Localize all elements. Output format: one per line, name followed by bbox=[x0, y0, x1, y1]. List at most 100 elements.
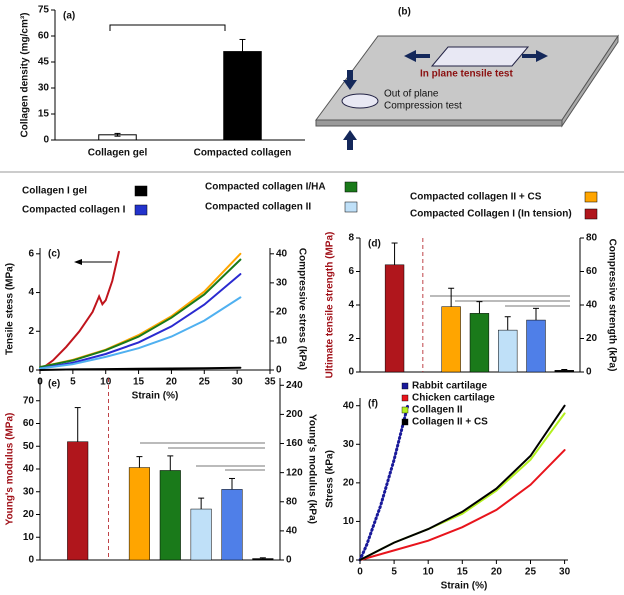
y2-tick-label: 0 bbox=[286, 555, 292, 566]
y-tick-label: 8 bbox=[348, 233, 354, 244]
legend-label: Compacted collagen II + CS bbox=[410, 192, 542, 203]
panel-label: (c) bbox=[48, 249, 60, 260]
legend-label: Compacted collagen I/HA bbox=[205, 182, 326, 193]
y-tick-label: 0 bbox=[28, 365, 34, 376]
x-tick-label: 20 bbox=[491, 567, 503, 578]
x-tick-label: Collagen gel bbox=[88, 148, 148, 159]
bar bbox=[223, 51, 262, 141]
plate-edge bbox=[315, 119, 563, 127]
legend-swatch bbox=[401, 382, 409, 390]
y-tick-label: 2 bbox=[348, 333, 354, 344]
x-tick-label: 10 bbox=[423, 567, 435, 578]
bar bbox=[159, 470, 181, 561]
legend-swatch bbox=[401, 418, 409, 426]
panel-label: (a) bbox=[63, 11, 75, 22]
line bbox=[39, 252, 242, 369]
y-tick-label: 0 bbox=[348, 555, 354, 566]
y-tick-label: 6 bbox=[28, 248, 34, 259]
plate-side bbox=[561, 34, 619, 128]
bar bbox=[67, 441, 89, 561]
y-tick-label: 30 bbox=[38, 83, 50, 94]
bar bbox=[526, 319, 546, 373]
y-tick-label: 4 bbox=[348, 300, 354, 311]
line bbox=[358, 404, 410, 562]
legend-label: Collagen II + CS bbox=[412, 417, 488, 428]
x-tick-label: 30 bbox=[232, 377, 244, 388]
y2-axis-title: Young's modulus (kPa) bbox=[306, 414, 317, 524]
legend-swatch bbox=[134, 185, 148, 197]
arrow bbox=[343, 130, 357, 150]
y2-tick-label: 0 bbox=[586, 367, 592, 378]
y-tick-label: 20 bbox=[23, 509, 35, 520]
legend-swatch bbox=[584, 191, 598, 203]
x-tick-label: 15 bbox=[457, 567, 469, 578]
line bbox=[39, 273, 242, 370]
line bbox=[359, 449, 566, 561]
y2-tick-label: 0 bbox=[276, 365, 282, 376]
x-tick-label: 10 bbox=[100, 377, 112, 388]
y2-tick-label: 40 bbox=[586, 300, 598, 311]
legend-swatch bbox=[584, 208, 598, 220]
annotation-arrowhead bbox=[74, 259, 82, 265]
y-tick-label: 60 bbox=[38, 31, 50, 42]
y-axis-title: Ultimate tensile strength (MPa) bbox=[325, 232, 336, 379]
x-tick-label: 35 bbox=[264, 377, 276, 388]
y-tick-label: 75 bbox=[38, 5, 50, 16]
arrow bbox=[404, 50, 430, 62]
legend-label: Collagen I gel bbox=[22, 186, 87, 197]
y-tick-label: 30 bbox=[23, 486, 35, 497]
line bbox=[39, 366, 242, 371]
legend-label: Compacted collagen I bbox=[22, 205, 126, 216]
line bbox=[359, 404, 566, 561]
x-tick-label: 20 bbox=[166, 377, 178, 388]
y-tick-label: 10 bbox=[343, 516, 355, 527]
y-axis-title: Tensile stess (MPa) bbox=[5, 263, 16, 355]
y-tick-label: 45 bbox=[38, 57, 50, 68]
significance-lines bbox=[140, 295, 570, 471]
bar bbox=[469, 313, 490, 373]
tensile-region bbox=[430, 46, 530, 67]
legend-swatch bbox=[134, 204, 148, 216]
y2-tick-label: 240 bbox=[286, 380, 303, 391]
x-tick-label: 25 bbox=[525, 567, 537, 578]
x-tick-label: 15 bbox=[133, 377, 145, 388]
y2-tick-label: 10 bbox=[276, 336, 288, 347]
y2-axis-title: Compressive strength (kPa) bbox=[606, 239, 617, 372]
bar bbox=[128, 467, 150, 561]
panel-label: (e) bbox=[48, 379, 60, 390]
line bbox=[39, 258, 242, 369]
panel-label: (b) bbox=[398, 7, 411, 18]
y2-axis-title: Compressive stress (kPa) bbox=[296, 248, 307, 370]
y-tick-label: 50 bbox=[23, 441, 35, 452]
x-axis-title: Strain (%) bbox=[132, 391, 179, 402]
bar bbox=[252, 558, 274, 561]
compression-region bbox=[341, 93, 379, 109]
y2-tick-label: 20 bbox=[586, 333, 598, 344]
y-axis-title: Young's modulus (MPa) bbox=[5, 413, 16, 526]
y-axis-title: Collagen density (mg/cm³) bbox=[20, 12, 31, 137]
y-tick-label: 30 bbox=[343, 439, 355, 450]
y2-tick-label: 40 bbox=[286, 526, 298, 537]
y2-tick-label: 60 bbox=[586, 266, 598, 277]
y-tick-label: 2 bbox=[28, 326, 34, 337]
legend-swatch bbox=[344, 181, 358, 193]
y2-tick-label: 200 bbox=[286, 409, 303, 420]
x-tick-label: 25 bbox=[199, 377, 211, 388]
diagram-label: Compression test bbox=[384, 101, 462, 112]
y-tick-label: 15 bbox=[38, 109, 50, 120]
bar bbox=[498, 329, 518, 373]
x-tick-label: 5 bbox=[70, 377, 76, 388]
y-tick-label: 0 bbox=[43, 135, 49, 146]
panel-label: (d) bbox=[368, 239, 381, 250]
significance-bracket bbox=[109, 24, 226, 31]
diagram: (b) In plane tensile test Out of plane C… bbox=[315, 7, 619, 150]
x-tick-label: 30 bbox=[559, 567, 571, 578]
x-axis-title: Strain (%) bbox=[441, 581, 488, 592]
y2-tick-label: 40 bbox=[276, 248, 288, 259]
legend-label: Compacted Collagen I (In tension) bbox=[410, 209, 572, 220]
y-tick-label: 40 bbox=[343, 400, 355, 411]
y-tick-label: 20 bbox=[343, 477, 355, 488]
y-tick-label: 6 bbox=[348, 266, 354, 277]
y-tick-label: 4 bbox=[28, 287, 34, 298]
